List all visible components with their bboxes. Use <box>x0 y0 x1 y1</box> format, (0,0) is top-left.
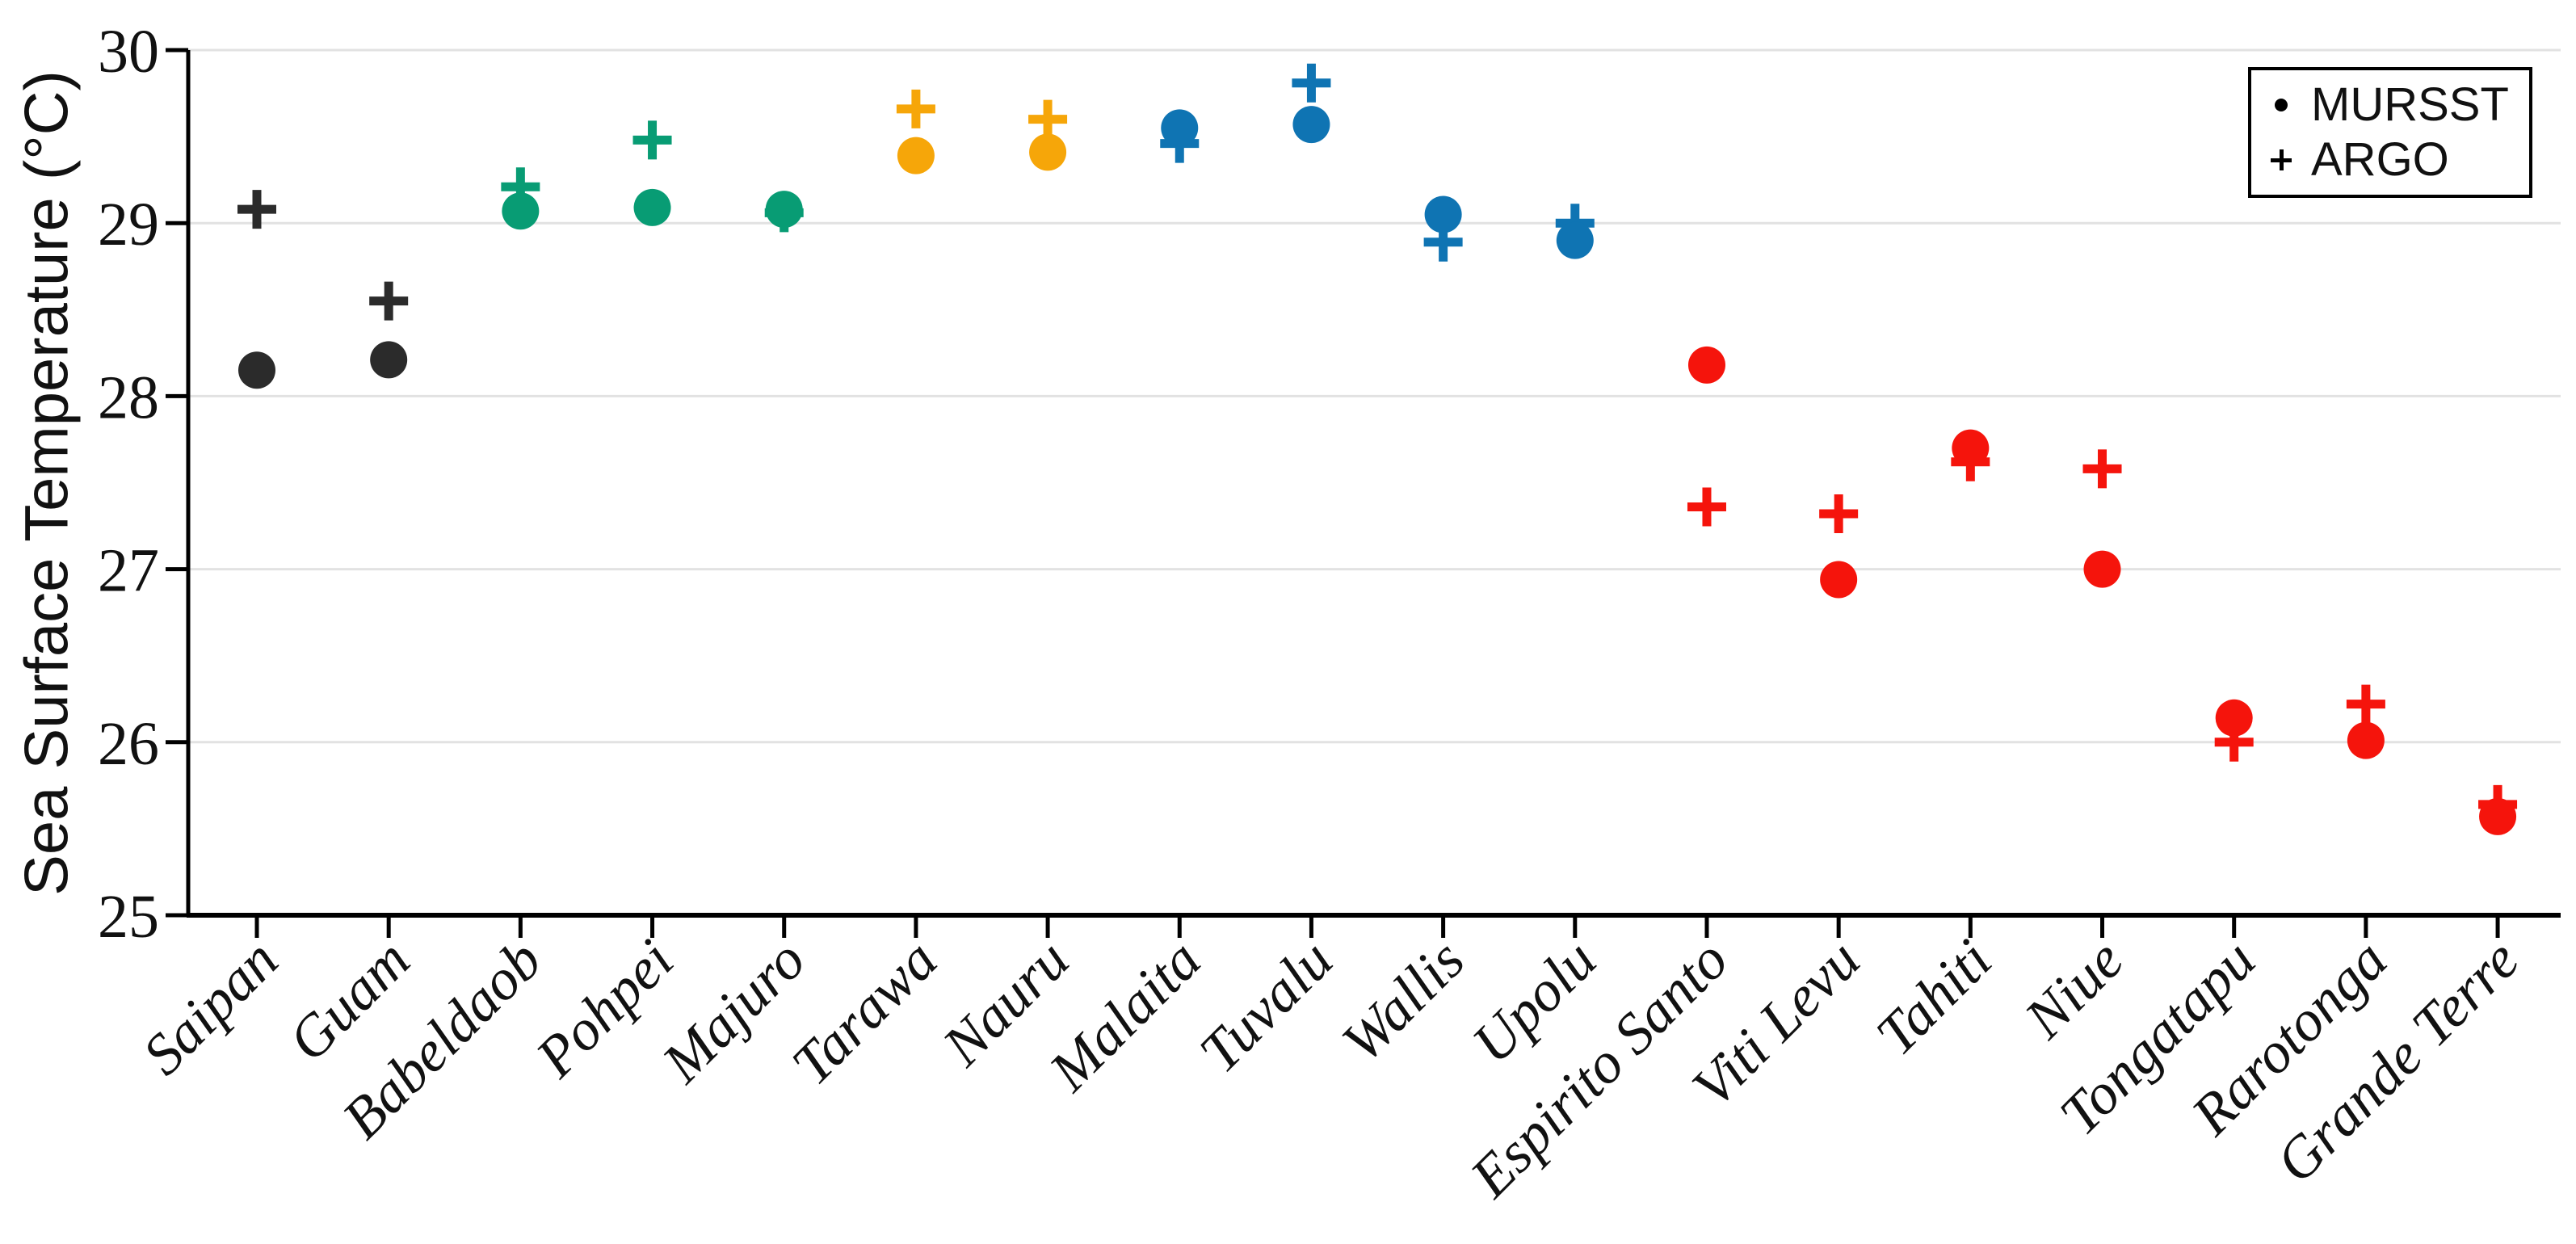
legend: MURSST ARGO <box>2248 67 2532 198</box>
argo-marker-Pohpei <box>632 120 672 160</box>
y-tick-label-26: 26 <box>98 710 159 778</box>
mursst-marker-Tarawa <box>897 137 935 174</box>
mursst-marker-Tongatapu <box>2215 699 2253 737</box>
mursst-marker-Pohpei <box>633 188 671 226</box>
argo-marker-Tarawa <box>896 89 935 128</box>
mursst-marker-Malaita <box>1161 109 1199 147</box>
mursst-marker-Upolu <box>1556 221 1594 259</box>
mursst-dot-icon <box>2251 99 2311 111</box>
legend-item-argo: ARGO <box>2251 137 2529 183</box>
mursst-marker-Wallis <box>1424 195 1462 233</box>
x-category-label-5: Tarawa <box>780 927 949 1097</box>
legend-label-argo: ARGO <box>2311 133 2449 186</box>
mursst-marker-Viti Levu <box>1820 561 1858 599</box>
argo-marker-Niue <box>2082 449 2122 489</box>
mursst-marker-Majuro <box>765 191 803 229</box>
x-category-label-13: Tahiti <box>1864 927 2004 1068</box>
mursst-marker-Niue <box>2083 550 2121 588</box>
y-axis-title: Sea Surface Temperature (°C) <box>12 70 82 896</box>
x-category-label-4: Majuro <box>649 927 817 1095</box>
argo-marker-Nauru <box>1028 99 1068 139</box>
x-category-label-3: Pohpei <box>523 927 685 1090</box>
mursst-marker-Grande Terre <box>2479 797 2517 835</box>
mursst-marker-Tahiti <box>1952 429 1990 467</box>
argo-marker-Tuvalu <box>1292 63 1331 103</box>
y-tick-label-27: 27 <box>98 537 159 605</box>
y-tick-label-28: 28 <box>98 364 159 431</box>
y-tick-label-29: 29 <box>98 191 159 258</box>
argo-plus-icon <box>2251 149 2311 170</box>
mursst-marker-Nauru <box>1029 133 1067 171</box>
y-tick-label-30: 30 <box>98 18 159 86</box>
x-category-label-9: Wallis <box>1330 927 1477 1074</box>
argo-marker-Espirito Santo <box>1687 487 1726 527</box>
argo-marker-Viti Levu <box>1819 494 1859 534</box>
mursst-marker-Saipan <box>238 351 275 389</box>
y-tick-label-25: 25 <box>98 883 159 951</box>
legend-item-mursst: MURSST <box>2251 82 2529 128</box>
mursst-marker-Rarotonga <box>2347 721 2385 759</box>
mursst-marker-Tuvalu <box>1292 106 1330 144</box>
argo-marker-Rarotonga <box>2346 684 2385 724</box>
argo-marker-Guam <box>369 281 409 321</box>
mursst-marker-Babeldaob <box>502 192 540 230</box>
x-category-label-8: Tuvalu <box>1187 927 1345 1085</box>
argo-marker-Saipan <box>237 190 276 229</box>
legend-label-mursst: MURSST <box>2311 78 2509 131</box>
x-category-label-0: Saipan <box>130 927 290 1087</box>
mursst-marker-Espirito Santo <box>1687 346 1725 384</box>
mursst-marker-Guam <box>370 341 408 379</box>
x-category-label-7: Malaita <box>1036 927 1212 1103</box>
